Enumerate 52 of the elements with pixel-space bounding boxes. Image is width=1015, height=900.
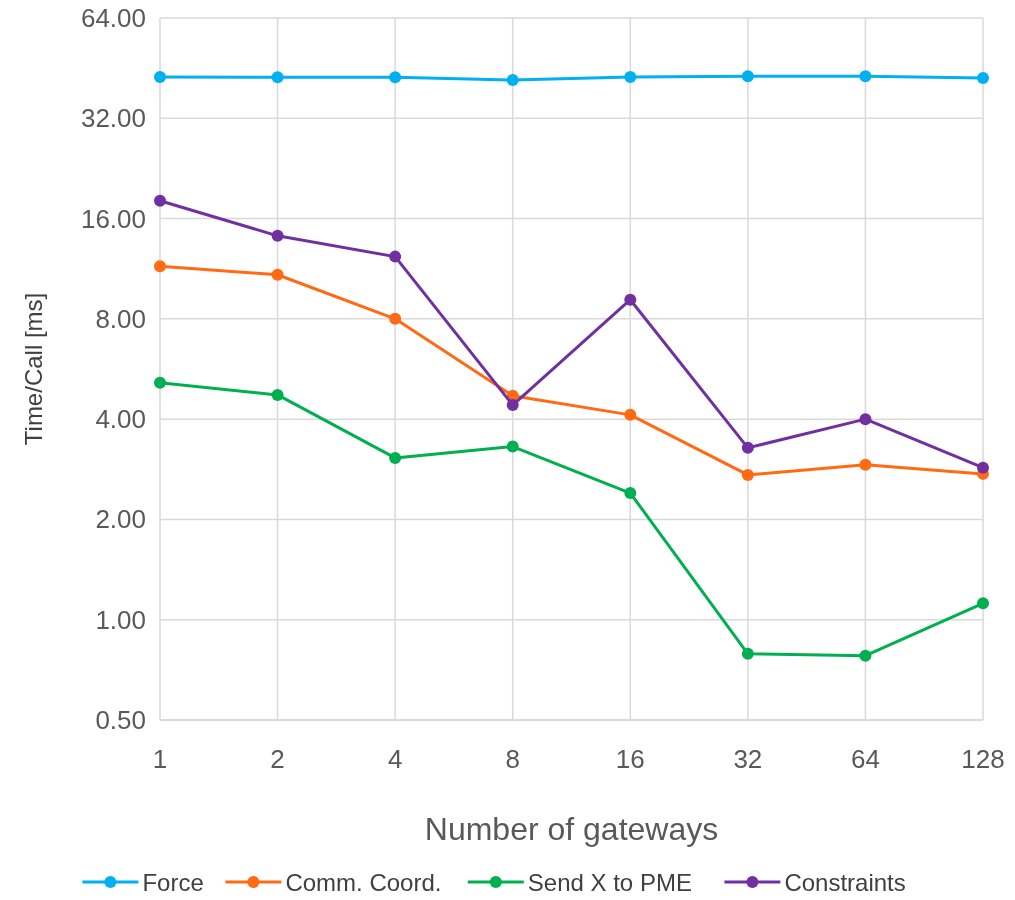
x-axis-title: Number of gateways <box>424 811 719 847</box>
point <box>271 229 284 242</box>
point <box>741 70 754 83</box>
point <box>389 312 402 325</box>
point <box>624 487 637 500</box>
point <box>506 73 519 86</box>
x-tick-label: 32 <box>733 744 763 774</box>
point <box>154 70 166 83</box>
y-tick-label: 16.00 <box>80 203 146 234</box>
point <box>389 250 402 263</box>
legend-label: Comm. Coord. <box>285 869 442 896</box>
point <box>977 597 989 610</box>
y-axis-title: Time/Call [ms] <box>20 292 47 446</box>
legend-label: Send X to PME <box>527 869 692 896</box>
point <box>624 70 637 83</box>
y-tick-label: 64.00 <box>80 3 146 33</box>
point <box>977 461 989 474</box>
x-tick-label: 4 <box>387 744 403 774</box>
point <box>389 451 402 464</box>
y-tick-label: 4.00 <box>95 404 146 435</box>
x-tick-label: 1 <box>152 744 168 774</box>
point <box>977 71 989 84</box>
x-tick-label: 128 <box>961 744 1005 774</box>
point <box>624 293 637 306</box>
point <box>154 194 166 207</box>
point <box>154 260 166 273</box>
legend-label: Force <box>142 869 204 896</box>
point <box>741 441 754 454</box>
point <box>271 71 284 84</box>
point <box>859 70 872 83</box>
x-tick-label: 64 <box>850 744 880 774</box>
y-tick-label: 8.00 <box>95 303 146 334</box>
y-tick-label: 2.00 <box>95 504 146 535</box>
point <box>271 388 284 401</box>
point <box>271 268 284 281</box>
point <box>741 468 754 481</box>
point <box>859 649 872 662</box>
point <box>741 647 754 660</box>
point <box>154 376 166 389</box>
point <box>624 408 637 421</box>
y-tick-label: 1.00 <box>95 604 146 635</box>
y-tick-label: 0.50 <box>95 705 146 735</box>
x-tick-label: 16 <box>615 744 645 774</box>
point <box>859 458 872 471</box>
x-tick-label: 2 <box>270 744 285 774</box>
y-tick-label: 32.00 <box>80 103 146 134</box>
point <box>506 440 519 453</box>
legend-label: Constraints <box>784 869 906 896</box>
point <box>389 71 402 84</box>
x-tick-label: 8 <box>505 744 520 774</box>
point <box>506 399 519 412</box>
point <box>859 413 872 426</box>
